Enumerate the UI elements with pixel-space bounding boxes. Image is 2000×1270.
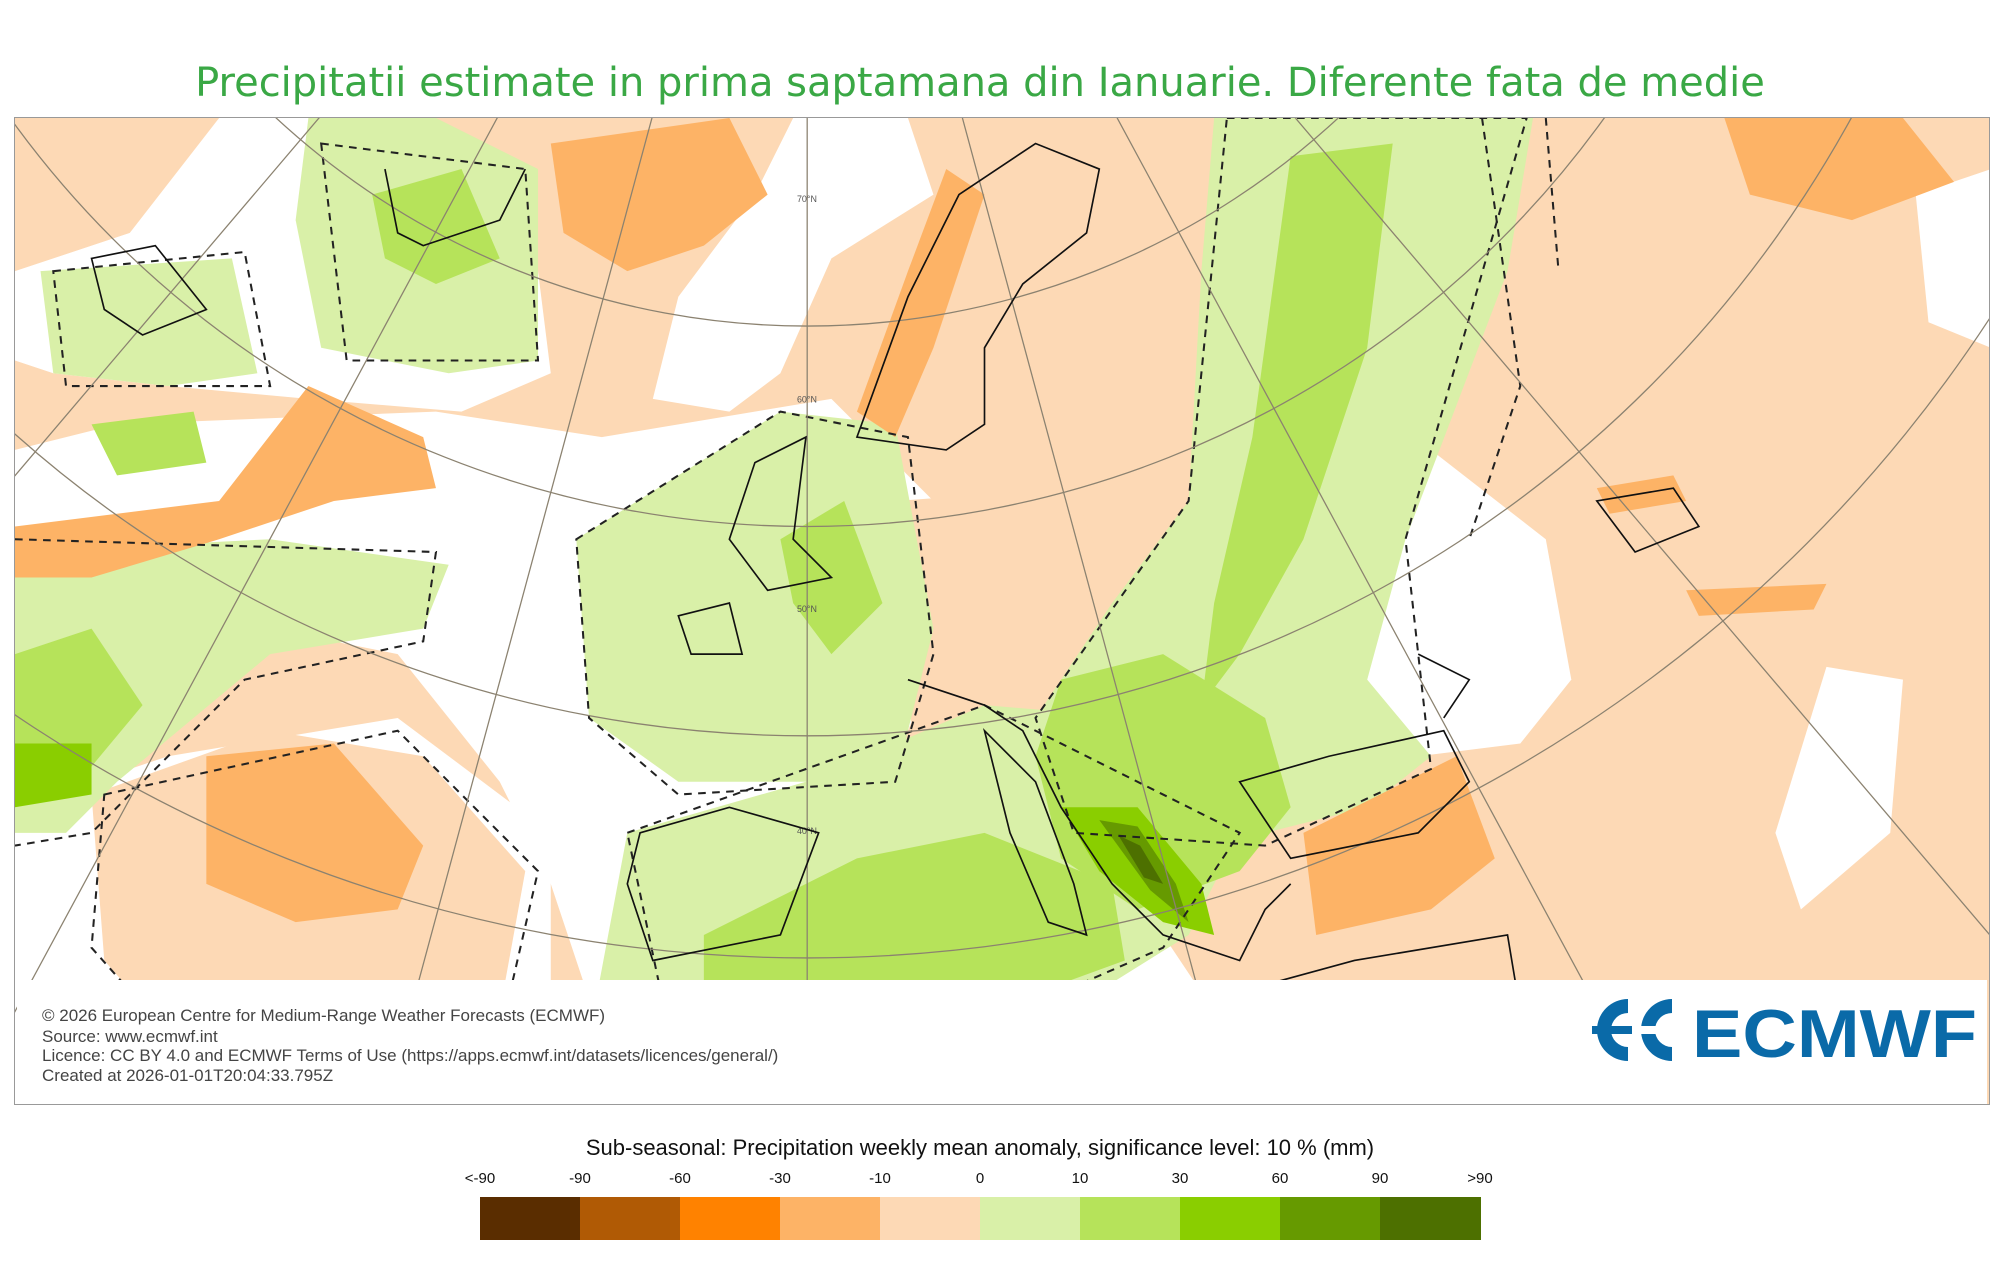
map-title: Precipitatii estimate in prima saptamana… <box>195 60 1765 106</box>
region-light-green <box>40 258 258 387</box>
color-legend: <-90 -90 -60 -30 -10 0 10 30 60 90 >90 <box>465 1170 1493 1250</box>
lat-label-40n: 40°N <box>797 826 817 836</box>
legend-title: Sub-seasonal: Precipitation weekly mean … <box>585 1135 1375 1160</box>
legend-tick-label: -60 <box>669 1170 691 1187</box>
legend-tick-label: <-90 <box>464 1170 496 1187</box>
legend-tick-label: -30 <box>769 1170 791 1187</box>
region-light-orange <box>1724 118 1955 221</box>
graticule <box>15 118 1989 1104</box>
legend-tick-label: -10 <box>869 1170 891 1187</box>
coastlines <box>90 142 1701 1012</box>
legend-swatch <box>480 1197 581 1240</box>
legend-swatch <box>1380 1197 1481 1240</box>
legend-swatch <box>780 1197 881 1240</box>
region-light-orange <box>550 118 768 272</box>
legend-swatch <box>1180 1197 1281 1240</box>
region-light-orange <box>856 169 985 438</box>
legend-tick-label: 90 <box>1371 1170 1389 1187</box>
source-text: Source: www.ecmwf.int <box>42 1027 218 1046</box>
region-white <box>1915 169 1989 347</box>
ecmwf-logo-text: ECMWF <box>1692 996 1977 1065</box>
legend-swatch <box>1080 1197 1181 1240</box>
region-light-orange <box>1686 583 1827 616</box>
credits-panel: © 2026 European Centre for Medium-Range … <box>17 980 1987 1104</box>
legend-tick-label: -90 <box>569 1170 591 1187</box>
licence-text: Licence: CC BY 4.0 and ECMWF Terms of Us… <box>42 1046 779 1065</box>
region-light-orange <box>15 386 436 578</box>
legend-swatch <box>1280 1197 1381 1240</box>
region-mid-green <box>372 169 500 284</box>
ecmwf-logo-icon: ECMWF <box>1592 996 1977 1065</box>
legend-swatch <box>880 1197 981 1240</box>
region-light-orange <box>1596 475 1687 514</box>
legend-swatch <box>680 1197 781 1240</box>
legend-tick-label: >90 <box>1467 1170 1493 1187</box>
legend-tick-label: 60 <box>1271 1170 1289 1187</box>
region-white <box>1775 666 1903 910</box>
lat-label-70n: 70°N <box>797 194 817 204</box>
region-light-green <box>15 539 449 833</box>
region-light-orange <box>206 743 424 923</box>
lat-label-60n: 60°N <box>797 395 817 405</box>
legend-tick-label: 0 <box>975 1170 985 1187</box>
copyright-text: © 2026 European Centre for Medium-Range … <box>42 1006 606 1025</box>
region-white <box>652 118 934 412</box>
legend-swatch <box>580 1197 681 1240</box>
ecmwf-logo: ECMWF <box>1592 995 1982 1065</box>
region-mid-green <box>91 411 207 476</box>
legend-tick-label: 30 <box>1171 1170 1189 1187</box>
region-light-orange <box>1303 756 1495 935</box>
legend-tick-label: 10 <box>1071 1170 1089 1187</box>
lat-label-50n: 50°N <box>797 604 817 614</box>
legend-swatch <box>980 1197 1081 1240</box>
region-darkest-green <box>1118 835 1164 884</box>
created-at-text: Created at 2026-01-01T20:04:33.795Z <box>42 1066 334 1085</box>
map-canvas: 70°N 60°N 50°N 40°N <box>15 118 1989 1104</box>
precipitation-anomaly-map: 70°N 60°N 50°N 40°N © 20 <box>14 117 1990 1105</box>
region-green <box>15 743 92 808</box>
region-mid-green <box>1201 143 1393 706</box>
